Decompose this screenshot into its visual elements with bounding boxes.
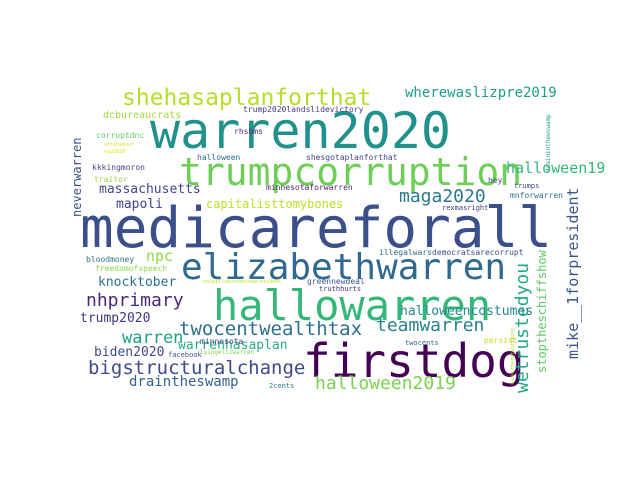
word-cloud-term: stoptheschiffshow: [535, 250, 549, 373]
word-cloud-term: votehimout: [104, 142, 135, 148]
word-cloud-term: rexmasright: [442, 204, 489, 212]
word-cloud-term: shehasaplanforthat: [122, 85, 372, 111]
word-cloud-term: medicareforall: [80, 196, 553, 261]
word-cloud-term: capitalisttomybones: [206, 197, 344, 211]
word-cloud-term: traitor: [94, 175, 128, 184]
word-cloud-term: trump2020landslidevictory: [243, 105, 364, 114]
word-cloud-term: knocktober: [98, 275, 177, 290]
word-cloud-term: halloween19: [506, 159, 606, 177]
word-cloud-term: halloweencostumes: [400, 304, 534, 319]
word-cloud-term: warrenhasaplan: [178, 338, 288, 353]
word-cloud-term: shesgotaplanforthat: [306, 153, 398, 162]
word-cloud-term: rhsbms: [234, 127, 263, 136]
word-cloud-term: biden2020: [94, 345, 165, 360]
word-cloud-term: illegalwars: [379, 248, 432, 257]
word-cloud-term: hallowarren: [213, 281, 492, 330]
word-cloud-term: democratsarecorrupt: [432, 248, 524, 257]
word-cloud-term: wetrustedyou: [512, 262, 533, 393]
word-cloud-term: trumps: [514, 182, 540, 190]
word-cloud-term: wherewaslizpre2019: [405, 85, 557, 101]
word-cloud-term: draininthewswamp: [545, 114, 552, 172]
word-cloud-term: facebook: [168, 351, 202, 359]
word-cloud-term: freedomofspeech: [95, 264, 168, 273]
word-cloud-term: minnesotaforwarren: [266, 183, 353, 192]
word-cloud-term: corruptdnc: [96, 131, 145, 140]
word-cloud-term: greennewdeal: [307, 277, 365, 286]
word-cloud-term: hey: [488, 176, 503, 185]
word-cloud-term: halloween: [197, 153, 241, 162]
word-cloud-term: bloodmoney: [86, 255, 135, 264]
word-cloud-term: warren: [122, 328, 184, 348]
word-cloud-term: minnesota: [200, 337, 244, 346]
word-cloud-term: teamwarren: [376, 315, 485, 336]
word-cloud-term: draintheswamp: [129, 374, 239, 390]
word-cloud-term: massachusetts: [99, 182, 201, 197]
word-cloud-term: trump2020: [80, 311, 151, 326]
word-cloud-term: elizabethwarren: [181, 247, 507, 288]
word-cloud-term: dcbureaucrats: [103, 110, 182, 121]
word-cloud-term: warren2020: [150, 102, 452, 160]
word-cloud-term: mnforwarren: [510, 191, 563, 200]
word-cloud-term: youwillneverbethepresident: [203, 279, 282, 285]
word-cloud-term: bigstructuralchange: [88, 357, 306, 379]
word-cloud-term: halloween2019: [315, 373, 456, 394]
word-cloud-term: twocentwealthtax: [179, 318, 363, 340]
word-cloud-term: kag2020: [104, 149, 126, 155]
word-cloud-term: truthhurts: [319, 285, 362, 293]
word-cloud-term: npc: [146, 247, 174, 265]
word-cloud-term: trumpcorruption: [179, 150, 523, 194]
word-cloud-term: lyingelizwarren: [200, 349, 255, 356]
word-cloud-term: mapoli: [116, 197, 163, 212]
word-cloud-term: suckerbergtestimony: [510, 327, 516, 385]
word-cloud-term: persist: [484, 336, 518, 345]
word-cloud-term: mike__1forpresident: [564, 187, 582, 359]
word-cloud-term: kkkingmoron: [92, 163, 145, 172]
word-cloud-term: nhprimary: [86, 290, 184, 311]
word-cloud-term: twocents: [405, 339, 439, 347]
word-cloud-term: neverwarren: [70, 137, 84, 217]
word-cloud-term: maga2020: [399, 186, 486, 207]
word-cloud-term: 2cents: [269, 382, 295, 390]
word-cloud-term: firstdog: [303, 334, 525, 388]
